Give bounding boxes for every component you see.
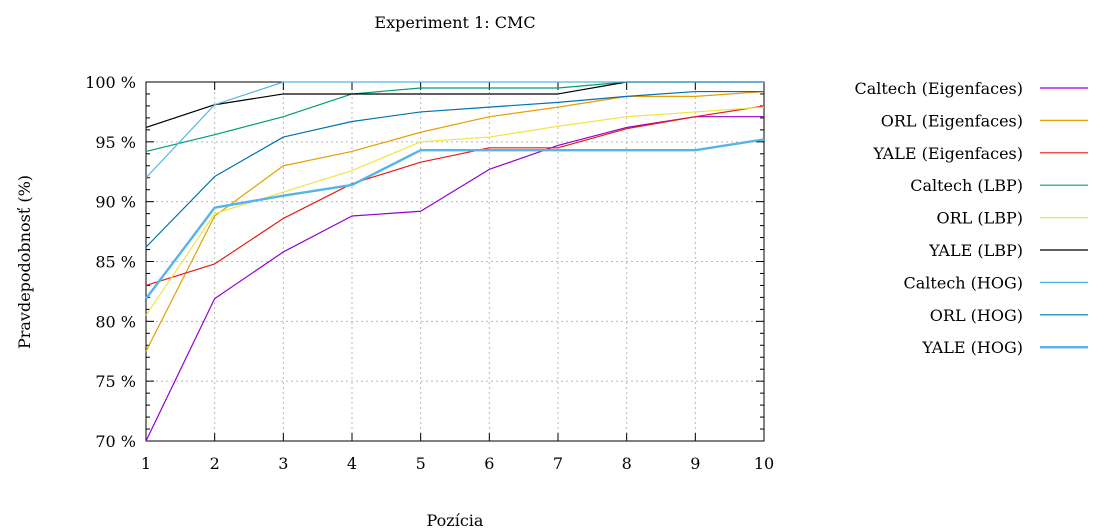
legend: Caltech (Eigenfaces) ORL (Eigenfaces) YALE…	[854, 79, 1088, 357]
x-tick-label: 1	[141, 454, 151, 473]
x-tick-label: 8	[622, 454, 632, 473]
legend-label: Caltech (LBP)	[910, 176, 1023, 195]
series-line	[145, 81, 764, 179]
legend-label: ORL (LBP)	[936, 209, 1023, 228]
series-line	[145, 106, 765, 316]
series-line	[145, 116, 764, 442]
y-tick-label: 80 %	[95, 312, 136, 331]
x-tick-label: 7	[553, 454, 563, 473]
legend-label: ORL (Eigenfaces)	[881, 111, 1023, 130]
legend-label: Caltech (HOG)	[904, 273, 1023, 292]
axes: 70 % 75 % 80 % 85 % 90 % 95 % 100 % 1 2 3 4 5 6 7 8 9 10	[85, 73, 774, 473]
y-tick-label: 75 %	[95, 372, 136, 391]
x-tick-label: 4	[347, 454, 357, 473]
series-lines	[145, 81, 765, 442]
chart-title: Experiment 1: CMC	[374, 13, 535, 32]
x-tick-label: 6	[484, 454, 494, 473]
legend-label: YALE (LBP)	[928, 241, 1023, 260]
series-line	[145, 90, 765, 352]
series-line	[145, 81, 764, 152]
y-axis-label: Pravdepodobnosť (%)	[15, 175, 34, 349]
x-tick-label: 3	[278, 454, 288, 473]
series-line	[145, 138, 765, 300]
y-tick-label: 90 %	[95, 193, 136, 212]
y-tick-label: 100 %	[85, 73, 136, 92]
legend-label: ORL (HOG)	[930, 306, 1023, 325]
x-tick-label: 5	[416, 454, 426, 473]
legend-label: YALE (Eigenfaces)	[872, 144, 1023, 163]
grid	[146, 82, 764, 441]
y-tick-label: 70 %	[95, 432, 136, 451]
x-tick-label: 9	[690, 454, 700, 473]
y-tick-label: 95 %	[95, 133, 136, 152]
x-tick-label: 2	[210, 454, 220, 473]
series-line	[145, 90, 764, 248]
legend-label: YALE (HOG)	[921, 338, 1023, 357]
series-line	[145, 105, 765, 287]
y-tick-label: 85 %	[95, 253, 136, 272]
x-tick-label: 10	[754, 454, 774, 473]
x-axis-label: Pozícia	[427, 511, 484, 530]
legend-label: Caltech (Eigenfaces)	[854, 79, 1023, 98]
